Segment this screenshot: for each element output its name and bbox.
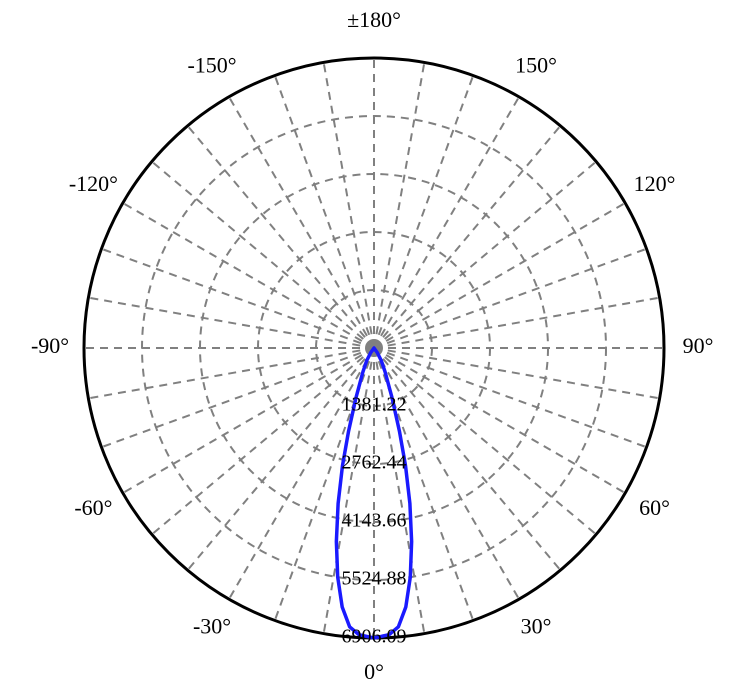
polar-chart: 1381.22 2762.44 4143.66 5524.88 6906.09 0° 30°… — [0, 0, 748, 696]
angle-label: -90° — [31, 333, 69, 358]
angle-label: 120° — [634, 171, 676, 196]
radial-label: 1381.22 — [342, 394, 407, 416]
angle-label: 0° — [364, 659, 384, 684]
angle-label: -150° — [187, 52, 236, 77]
angle-label: -60° — [74, 495, 112, 520]
angle-label: ±180° — [347, 7, 401, 32]
angle-label: -30° — [193, 614, 231, 639]
angle-label: 150° — [515, 52, 557, 77]
angle-label: -120° — [69, 171, 118, 196]
radial-label: 6906.09 — [342, 626, 407, 648]
angle-label: 30° — [521, 614, 552, 639]
radial-label: 5524.88 — [342, 568, 407, 590]
angle-label: 60° — [639, 495, 670, 520]
angle-label: 90° — [683, 333, 714, 358]
radial-label: 2762.44 — [342, 452, 407, 474]
radial-label: 4143.66 — [342, 510, 407, 532]
